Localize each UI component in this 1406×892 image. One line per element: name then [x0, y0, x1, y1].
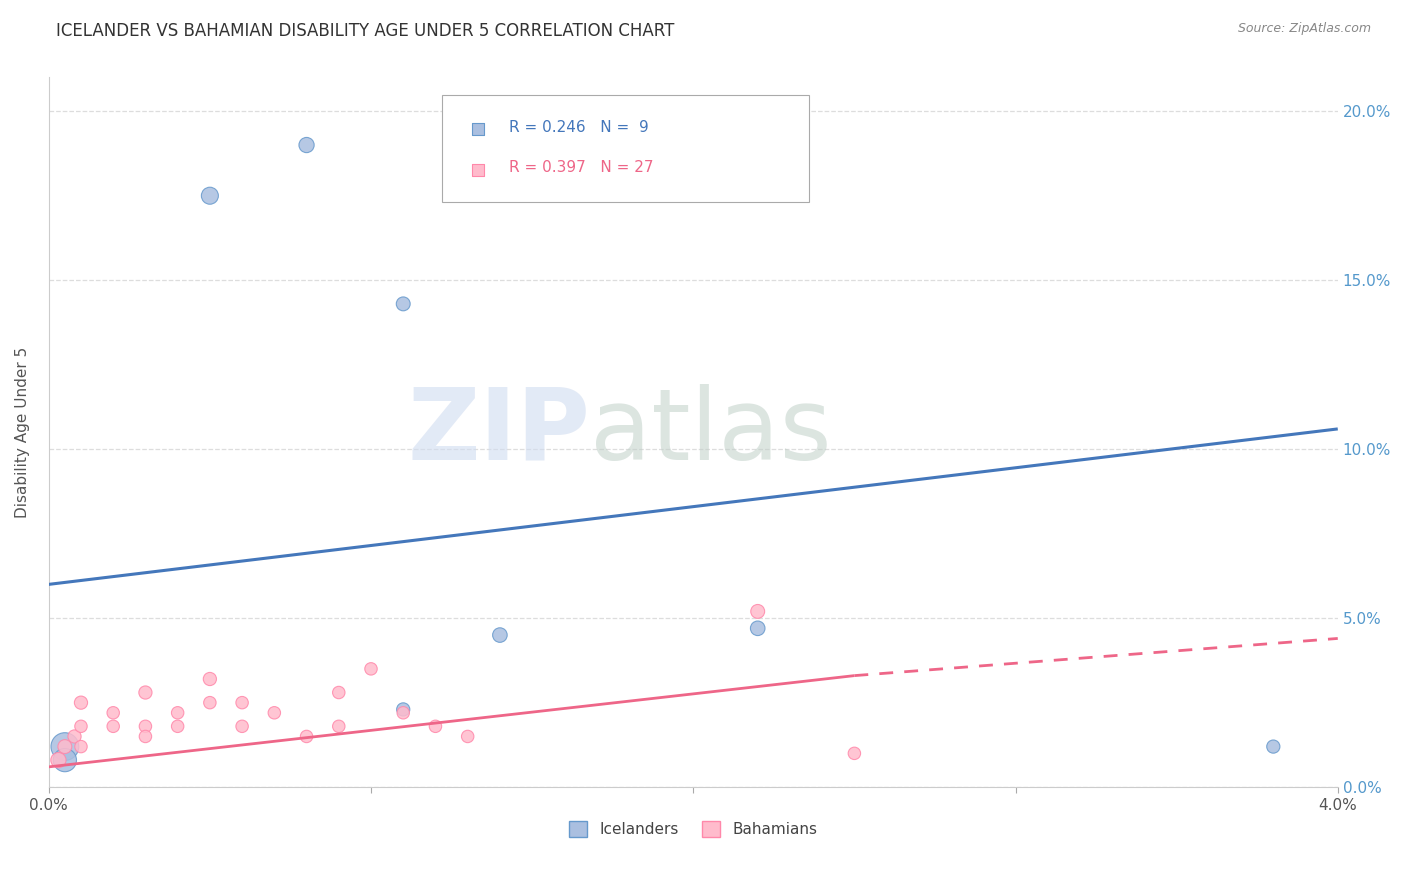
Bahamians	[70, 696, 93, 710]
Y-axis label: Disability Age Under 5: Disability Age Under 5	[15, 347, 30, 518]
Bahamians	[134, 685, 156, 699]
Bahamians	[103, 719, 125, 733]
Bahamians	[198, 696, 221, 710]
Bahamians	[295, 730, 318, 744]
Legend: Icelanders, Bahamians: Icelanders, Bahamians	[562, 815, 824, 843]
Text: ICELANDER VS BAHAMIAN DISABILITY AGE UNDER 5 CORRELATION CHART: ICELANDER VS BAHAMIAN DISABILITY AGE UND…	[56, 22, 675, 40]
Bahamians	[392, 706, 415, 720]
FancyBboxPatch shape	[441, 95, 810, 202]
Bahamians	[70, 719, 93, 733]
Text: Source: ZipAtlas.com: Source: ZipAtlas.com	[1237, 22, 1371, 36]
Text: R = 0.246   N =  9: R = 0.246 N = 9	[509, 120, 648, 135]
Bahamians	[134, 730, 156, 744]
Bahamians	[457, 730, 479, 744]
Bahamians	[425, 719, 447, 733]
Bahamians	[53, 739, 76, 754]
Icelanders	[392, 297, 415, 311]
Icelanders	[53, 753, 76, 767]
Bahamians	[166, 719, 188, 733]
Bahamians	[263, 706, 285, 720]
Icelanders	[489, 628, 512, 642]
Icelanders	[53, 739, 76, 754]
Bahamians	[844, 747, 866, 761]
Text: atlas: atlas	[591, 384, 832, 481]
Icelanders	[295, 138, 318, 153]
Icelanders	[747, 621, 769, 635]
Bahamians	[328, 685, 350, 699]
Icelanders	[1263, 739, 1285, 754]
Bahamians	[70, 739, 93, 754]
Bahamians	[231, 696, 253, 710]
Text: R = 0.397   N = 27: R = 0.397 N = 27	[509, 160, 654, 175]
Bahamians	[103, 706, 125, 720]
Bahamians	[231, 719, 253, 733]
Bahamians	[747, 604, 769, 618]
Bahamians	[134, 719, 156, 733]
Bahamians	[198, 672, 221, 686]
Bahamians	[328, 719, 350, 733]
Text: ZIP: ZIP	[408, 384, 591, 481]
Icelanders	[198, 188, 221, 202]
Bahamians	[63, 730, 86, 744]
Bahamians	[48, 753, 70, 767]
Bahamians	[360, 662, 382, 676]
Bahamians	[166, 706, 188, 720]
Icelanders	[392, 702, 415, 716]
